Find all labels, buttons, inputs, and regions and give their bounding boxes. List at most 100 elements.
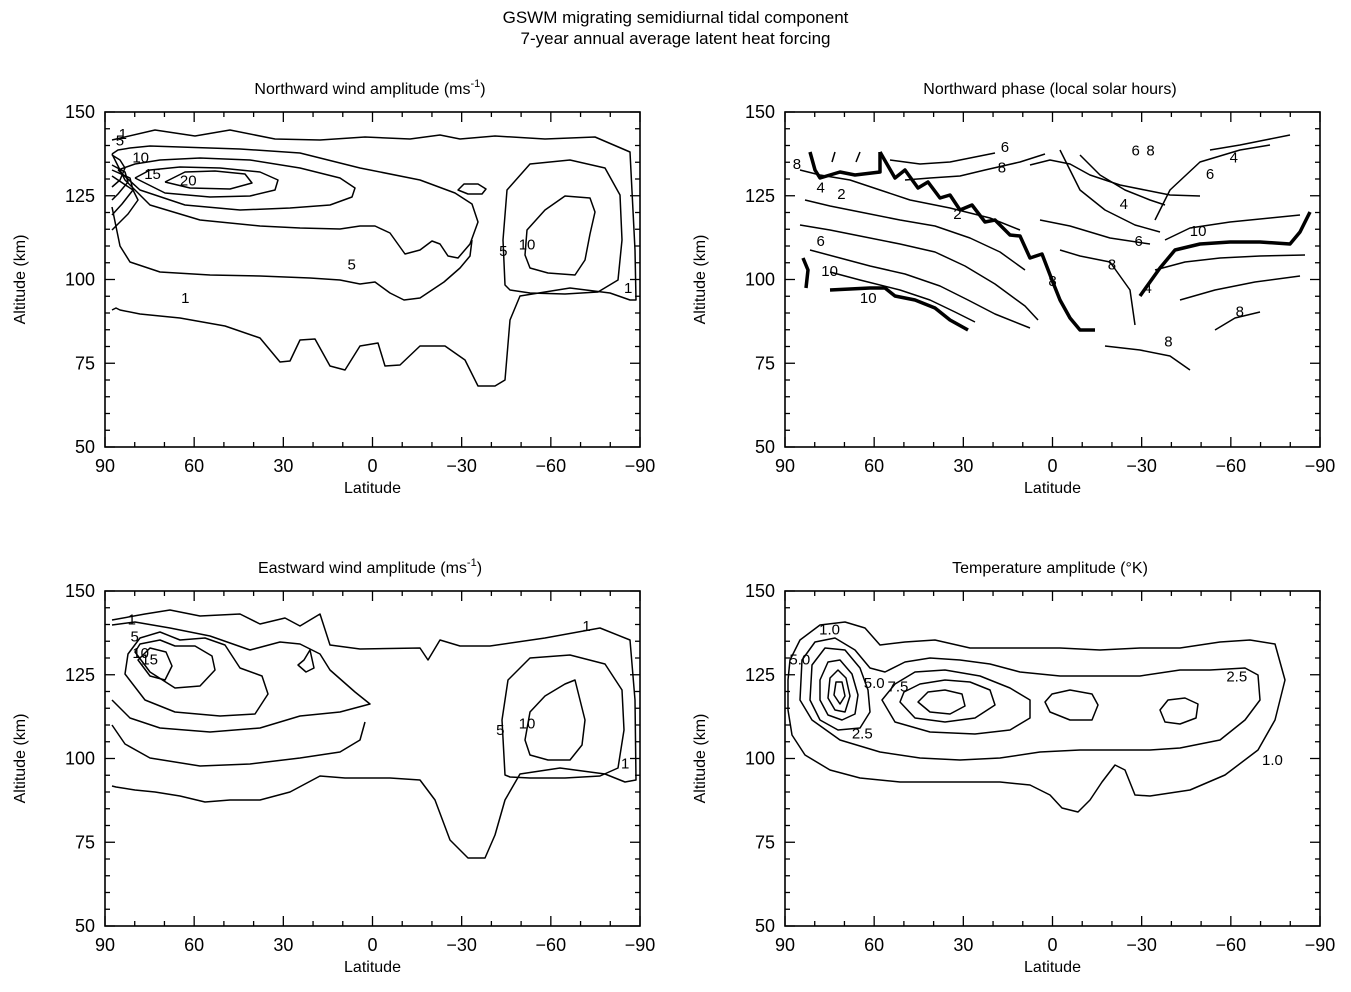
contour-label: 6	[816, 233, 824, 250]
phase-contour-dash-north	[831, 151, 836, 163]
y-tick-label: 150	[65, 581, 95, 601]
temp-contour-small-south	[1159, 697, 1199, 725]
contour-label: 4	[1143, 280, 1151, 297]
contour-label: 10	[519, 236, 536, 253]
panel-3-title: Eastward wind amplitude (ms-1)	[258, 557, 482, 577]
nw-contour-15	[134, 166, 279, 198]
contour-label: 6	[1001, 139, 1009, 156]
nw-contour-10	[117, 157, 356, 211]
phase-contour-mid-8	[1059, 249, 1136, 326]
figure-title-line-1: GSWM migrating semidiurnal tidal compone…	[502, 8, 849, 27]
plot-frame	[104, 590, 641, 927]
y-tick-label: 75	[755, 832, 775, 852]
panel-4-axes: 90 60 30 0 −30 −60 −90 50 75 100 125 150	[745, 581, 1335, 955]
temp-contour-5-a	[809, 647, 871, 731]
contour-label: 8	[793, 156, 801, 173]
contour-label: 8	[1236, 303, 1244, 320]
x-tick-label: 90	[775, 456, 795, 476]
panel-1-title: Northward wind amplitude (ms-1)	[254, 78, 485, 98]
x-tick-label: −60	[536, 935, 567, 955]
x-tick-label: −60	[1216, 456, 1247, 476]
contour-label: 5.0	[789, 652, 810, 669]
nw-contour-south-5	[502, 159, 623, 295]
nw-contour-small-island	[457, 183, 487, 195]
contour-label: 2.5	[1226, 668, 1247, 685]
nw-contour-1-outer	[111, 129, 637, 387]
x-tick-label: −90	[1305, 456, 1336, 476]
x-tick-label: −90	[1305, 935, 1336, 955]
contour-label: 4	[1120, 196, 1128, 213]
contour-label: 6	[1132, 143, 1140, 160]
nw-contour-5-lower	[111, 206, 473, 301]
nw-contour-north-edge-b	[111, 164, 129, 201]
y-tick-label: 125	[745, 665, 775, 685]
contour-label: 5	[496, 722, 504, 739]
panel-temperature-amplitude: Temperature amplitude (°K) 90 60 30 0 −30 −60…	[692, 560, 1335, 976]
contour-label: 1	[624, 280, 632, 297]
contour-label: 15	[141, 652, 158, 669]
ew-contour-15-b	[137, 647, 173, 681]
temp-contour-10-b	[917, 689, 966, 715]
y-tick-label: 100	[745, 270, 775, 290]
contour-label: 4	[816, 179, 824, 196]
x-tick-label: 30	[273, 456, 293, 476]
x-tick-label: −30	[1126, 456, 1157, 476]
y-tick-label: 150	[745, 102, 775, 122]
panel-4-ylabel: Altitude (km)	[692, 714, 709, 804]
panel-2-axes: 90 60 30 0 −30 −60 −90 50 75 100 125 150	[745, 102, 1335, 476]
nw-contour-north-edge-d	[111, 175, 139, 231]
panel-2-xlabel: Latitude	[1024, 480, 1081, 497]
contour-label: 15	[144, 166, 161, 183]
x-tick-label: 30	[953, 935, 973, 955]
y-tick-label: 125	[65, 186, 95, 206]
contour-label: 1	[128, 612, 136, 629]
contour-label: 8	[1164, 334, 1172, 351]
phase-contour-mid-6	[1039, 219, 1151, 245]
contour-label: 1	[582, 618, 590, 635]
x-tick-label: 90	[95, 456, 115, 476]
x-tick-label: −60	[1216, 935, 1247, 955]
contour-label: 10	[132, 645, 149, 662]
x-tick-label: 90	[775, 935, 795, 955]
x-tick-label: 60	[184, 456, 204, 476]
temp-contour-7-5-b	[899, 679, 996, 723]
y-tick-label: 75	[755, 353, 775, 373]
nw-contour-south-10	[524, 195, 596, 276]
panel-1-ylabel: Altitude (km)	[12, 235, 29, 325]
phase-contour-6	[799, 224, 1039, 321]
x-tick-label: −30	[446, 456, 477, 476]
contour-label: 10	[132, 149, 149, 166]
contour-label: 8	[1048, 273, 1056, 290]
panel-northward-phase: Northward phase (local solar hours) 90 60…	[692, 81, 1335, 497]
contour-label: 10	[1190, 223, 1207, 240]
contour-label: 8	[1108, 256, 1116, 273]
phase-contour-south-10	[1164, 214, 1301, 241]
contour-label: 10	[519, 715, 536, 732]
panel-1-contours	[111, 129, 637, 387]
phase-contour-east-4	[1079, 154, 1166, 206]
temp-contour-1	[787, 621, 1286, 813]
panel-4-contours	[787, 621, 1286, 813]
panel-2-title: Northward phase (local solar hours)	[923, 81, 1176, 98]
x-tick-label: −90	[625, 456, 656, 476]
contour-label: 1.0	[1262, 752, 1283, 769]
ew-contour-5-lower	[111, 721, 366, 767]
phase-contour-8-north	[904, 153, 1046, 181]
panel-eastward-wind-amplitude: Eastward wind amplitude (ms-1) 90 60 30 0 −3…	[12, 557, 655, 976]
panel-1-xlabel: Latitude	[344, 480, 401, 497]
y-tick-label: 75	[75, 832, 95, 852]
phase-contour-dash-north-b	[855, 151, 861, 163]
temp-contour-5-c	[1044, 689, 1099, 721]
y-tick-label: 125	[65, 665, 95, 685]
contour-label: 8	[1146, 143, 1154, 160]
panel-2-contours	[799, 134, 1312, 371]
phase-contour-south-8	[1154, 254, 1306, 271]
x-tick-label: 60	[864, 456, 884, 476]
ew-contour-small	[297, 649, 315, 673]
temp-contour-12-a	[833, 681, 846, 705]
phase-discontinuity-west	[829, 286, 969, 332]
phase-contour-east-8	[1029, 159, 1201, 197]
phase-contour-2	[799, 169, 1021, 231]
x-tick-label: 30	[273, 935, 293, 955]
